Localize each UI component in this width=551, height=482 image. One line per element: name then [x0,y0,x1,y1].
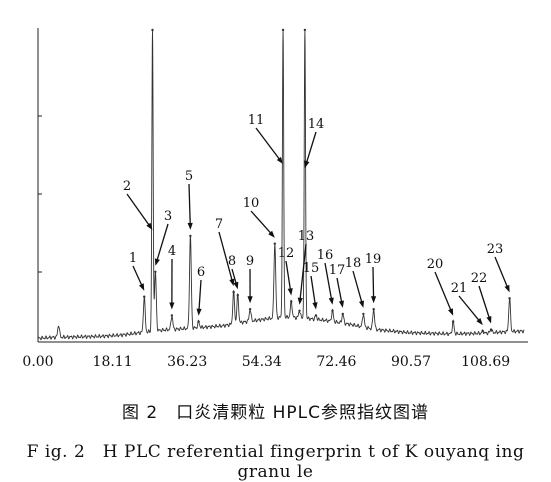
peak-15-arrow-shaft [311,276,315,305]
peak-4-label: 4 [168,244,176,259]
peak-19-arrow-head [371,296,376,303]
x-tick-label: 0.00 [22,354,53,370]
peak-10-label: 10 [243,196,260,211]
peak-12-arrow-head [288,288,293,295]
peak-2-marker [151,29,153,31]
peak-1-arrow-shaft [133,266,142,286]
x-tick-labels: 0.00 18.11 36.23 54.34 72.46 90.57 108.69 [22,354,510,370]
peak-5-marker [189,235,191,237]
peak-8-arrow-head [233,282,238,289]
peak-15-arrow-head [312,302,317,309]
peak-9-label: 9 [246,254,254,269]
peak-15-marker [315,314,317,316]
peak-11-label: 11 [248,113,265,128]
peak-10-arrow-shaft [251,211,271,234]
peak-18-arrow-head [359,300,364,307]
peak-2-label: 2 [123,179,131,194]
peak-9-arrow-head [247,296,252,303]
peak-13-marker [298,310,300,312]
peak-6-label: 6 [197,265,205,280]
peak-22-marker [490,328,492,330]
x-tick-label: 90.57 [391,354,431,370]
peak-3-arrow-head [155,258,160,265]
peak-14-arrow-head [304,161,309,168]
peak-23-marker [508,297,510,299]
figure-caption-english: F ig. 2 H PLC referential fingerprin t o… [0,437,551,482]
x-tick-label: 36.23 [167,354,207,370]
peak-17-marker [342,313,344,315]
peak-8-marker [237,294,239,296]
peak-2-arrow-shaft [127,194,150,226]
peak-21-marker [482,330,484,332]
peak-20-arrow-shaft [435,272,451,311]
peak-1-marker [143,296,145,298]
peak-1-label: 1 [129,251,137,266]
peak-12-arrow-shaft [286,261,291,290]
peak-14-marker [304,29,306,31]
peak-14-arrow-shaft [306,132,316,163]
peak-19-arrow-shaft [373,267,374,298]
peak-11-arrow-shaft [256,128,280,160]
peak-18-arrow-shaft [353,271,362,303]
peak-17-label: 17 [329,263,346,278]
peak-8-label: 8 [228,254,236,269]
peak-3-marker [154,271,156,273]
peak-6-arrow-shaft [199,280,201,311]
peak-22-arrow-head [486,316,491,323]
peak-12-marker [290,300,292,302]
peak-7-label: 7 [215,217,223,232]
peak-16-label: 16 [317,248,334,263]
peak-7-arrow-head [229,279,234,286]
peak-4-arrow-head [169,302,174,309]
x-tick-label: 72.46 [316,354,356,370]
peak-23-label: 23 [487,242,504,257]
peak-6-arrow-head [196,309,201,316]
peak-17-arrow-shaft [337,278,342,303]
peak-5-arrow-head [188,223,193,230]
peak-7-marker [232,291,234,293]
peak-11-marker [282,29,284,31]
peak-6-marker [197,321,199,323]
peak-18-label: 18 [345,256,362,271]
peak-1-arrow-head [139,283,144,290]
peak-10-marker [274,243,276,245]
peak-19-label: 19 [365,252,382,267]
x-tick-label: 18.11 [93,354,133,370]
peak-12-label: 12 [278,246,295,261]
peak-13-arrow-head [298,298,303,305]
peak-22-arrow-shaft [479,286,490,319]
peak-22-label: 22 [471,271,488,286]
peak-18-marker [362,313,364,315]
peak-15-label: 15 [303,261,320,276]
figure-caption-chinese: 图 2 口炎清颗粒 HPLC参照指纹图谱 [0,398,551,423]
peak-4-marker [171,314,173,316]
peak-17-arrow-head [339,301,344,308]
peak-16-marker [331,310,333,312]
peak-5-label: 5 [185,169,193,184]
peak-16-arrow-head [329,297,334,304]
peak-9-marker [249,308,251,310]
peak-20-arrow-head [448,308,453,315]
peak-20-label: 20 [427,257,444,272]
x-tick-label: 108.69 [461,354,510,370]
peak-3-arrow-shaft [157,224,168,261]
peak-3-label: 3 [164,209,172,224]
peak-23-arrow-head [505,285,510,292]
peak-23-arrow-shaft [495,257,508,288]
peak-21-arrow-shaft [459,296,480,321]
peak-21-label: 21 [451,281,468,296]
peak-19-marker [372,308,374,310]
peak-5-arrow-shaft [189,184,190,225]
peak-20-marker [452,321,454,323]
peak-14-label: 14 [308,117,325,132]
peak-13-label: 13 [298,229,315,244]
x-tick-label: 54.34 [242,354,282,370]
